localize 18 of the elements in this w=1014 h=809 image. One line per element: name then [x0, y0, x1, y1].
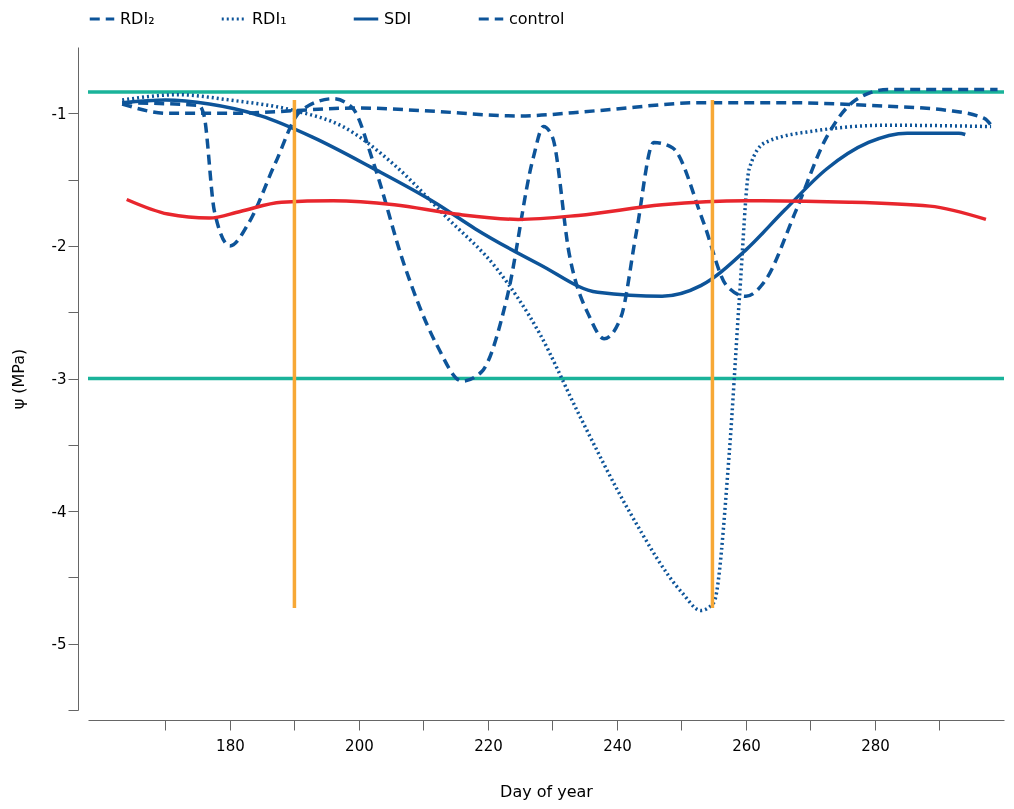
legend-label: control [509, 9, 565, 28]
x-axis-title: Day of year [500, 781, 594, 801]
y-tick-label: -2 [51, 237, 67, 256]
x-tick-label: 200 [345, 736, 374, 755]
x-tick-label: 280 [861, 736, 890, 755]
x-tick-label: 220 [474, 736, 503, 755]
line-series [124, 197, 988, 222]
y-axis-title: ψ (MPa) [8, 348, 28, 410]
legend-label: SDI [384, 9, 412, 28]
x-tick-label: 260 [732, 736, 761, 755]
y-tick-label: -3 [51, 370, 67, 388]
legend-label: RDI₂ [120, 9, 155, 28]
x-tick-label: 240 [603, 736, 632, 755]
x-tick-label: 180 [216, 736, 245, 755]
y-tick-label: -5 [51, 635, 67, 654]
y-tick-label: -1 [51, 104, 67, 123]
y-tick-label: -4 [51, 502, 67, 521]
legend-label: RDI₁ [252, 9, 287, 28]
